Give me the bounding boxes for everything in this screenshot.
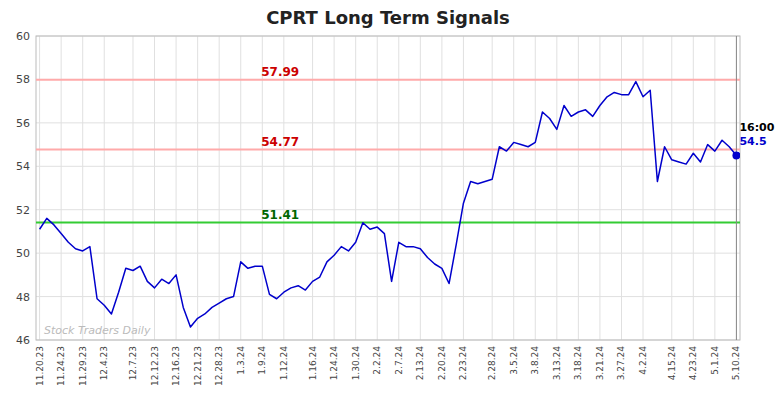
x-tick-label: 5.10.24 — [731, 346, 741, 381]
x-tick-label: 1.9.24 — [257, 346, 267, 375]
x-tick-label: 3.8.24 — [530, 346, 540, 375]
x-tick-label: 2.28.24 — [487, 346, 497, 381]
last-point-line — [736, 36, 737, 340]
grid-line-x — [39, 36, 40, 340]
price-line — [40, 82, 737, 327]
y-tick-label: 56 — [16, 117, 30, 130]
grid-line-x — [441, 36, 442, 340]
grid-line-x — [377, 36, 378, 340]
y-tick-label: 60 — [16, 30, 30, 43]
x-tick-label: 12.21.23 — [193, 346, 203, 386]
hline — [36, 222, 740, 224]
grid-line-y — [36, 166, 740, 167]
x-tick-label: 4.15.24 — [667, 346, 677, 381]
x-tick-label: 3.18.24 — [573, 346, 583, 381]
grid-line-x — [420, 36, 421, 340]
x-tick-label: 11.20.23 — [35, 346, 45, 386]
x-tick-label: 5.1.24 — [710, 346, 720, 375]
last-price-label: 54.5 — [739, 135, 766, 148]
x-tick-label: 3.13.24 — [552, 346, 562, 381]
grid-line-x — [312, 36, 313, 340]
y-tick-label: 46 — [16, 334, 30, 347]
grid-line-x — [714, 36, 715, 340]
grid-line-x — [693, 36, 694, 340]
x-tick-label: 12.12.23 — [150, 346, 160, 386]
plot-area — [36, 36, 740, 340]
x-tick-label: 1.24.24 — [329, 346, 339, 381]
x-tick-label: 3.27.24 — [616, 346, 626, 381]
x-tick-label: 3.5.24 — [509, 346, 519, 375]
chart-title: CPRT Long Term Signals — [266, 7, 510, 28]
y-tick-label: 50 — [16, 247, 30, 260]
x-tick-label: 11.24.23 — [56, 346, 66, 386]
grid-line-x — [176, 36, 177, 340]
y-tick-label: 48 — [16, 291, 30, 304]
x-tick-label: 1.12.24 — [279, 346, 289, 381]
y-tick-label: 54 — [16, 160, 30, 173]
grid-line-x — [513, 36, 514, 340]
x-tick-label: 12.4.23 — [99, 346, 109, 380]
y-tick-label: 58 — [16, 73, 30, 86]
grid-line-x — [197, 36, 198, 340]
x-tick-label: 3.21.24 — [595, 346, 605, 381]
last-point-marker — [732, 151, 740, 159]
x-tick-label: 1.30.24 — [351, 346, 361, 381]
grid-line-y — [36, 79, 740, 80]
chart: 46 48 50 52 54 56 58 60 11.20.23 11.24.23 11.29.23… — [0, 0, 784, 398]
x-tick-label: 2.20.24 — [437, 346, 447, 381]
grid-line-y — [36, 209, 740, 210]
x-tick-label: 2.7.24 — [394, 346, 404, 375]
grid-line-x — [355, 36, 356, 340]
hline-label: 51.41 — [261, 208, 299, 222]
grid-line-x — [463, 36, 464, 340]
x-tick-label: 12.28.23 — [214, 346, 224, 386]
grid-line-x — [398, 36, 399, 340]
x-tick-label: 4.23.24 — [688, 346, 698, 381]
y-tick-label: 52 — [16, 204, 30, 217]
grid-line-x — [283, 36, 284, 340]
last-time-label: 16:00 — [739, 121, 774, 134]
grid-line-x — [82, 36, 83, 340]
grid-line-x — [334, 36, 335, 340]
grid-line-x — [535, 36, 536, 340]
grid-line-x — [240, 36, 241, 340]
x-tick-label: 2.23.24 — [458, 346, 468, 381]
grid-line-x — [154, 36, 155, 340]
grid-line-x — [578, 36, 579, 340]
hline — [36, 149, 740, 151]
grid-line-x — [671, 36, 672, 340]
x-tick-label: 4.2.24 — [638, 346, 648, 375]
x-tick-label: 2.2.24 — [372, 346, 382, 375]
grid-line-x — [132, 36, 133, 340]
x-tick-label: 12.16.23 — [171, 346, 181, 386]
grid-line-x — [643, 36, 644, 340]
grid-line-x — [621, 36, 622, 340]
x-tick-label: 1.3.24 — [236, 346, 246, 375]
grid-line-x — [262, 36, 263, 340]
grid-line-y — [36, 296, 740, 297]
x-tick-label: 1.16.24 — [308, 346, 318, 381]
plot-marks — [36, 36, 740, 340]
hline-label: 57.99 — [261, 65, 299, 79]
hline — [36, 79, 740, 81]
x-tick-label: 2.13.24 — [415, 346, 425, 381]
grid-line-x — [599, 36, 600, 340]
grid-line-x — [104, 36, 105, 340]
hline-label: 54.77 — [261, 135, 299, 149]
watermark: Stock Traders Daily — [44, 324, 151, 337]
x-tick-label: 11.29.23 — [78, 346, 88, 386]
grid-line-y — [36, 122, 740, 123]
grid-line-x — [219, 36, 220, 340]
grid-line-x — [556, 36, 557, 340]
grid-line-x — [492, 36, 493, 340]
grid-line-x — [61, 36, 62, 340]
x-tick-label: 12.7.23 — [128, 346, 138, 380]
grid-line-x — [736, 36, 737, 340]
plot-frame — [36, 36, 740, 340]
